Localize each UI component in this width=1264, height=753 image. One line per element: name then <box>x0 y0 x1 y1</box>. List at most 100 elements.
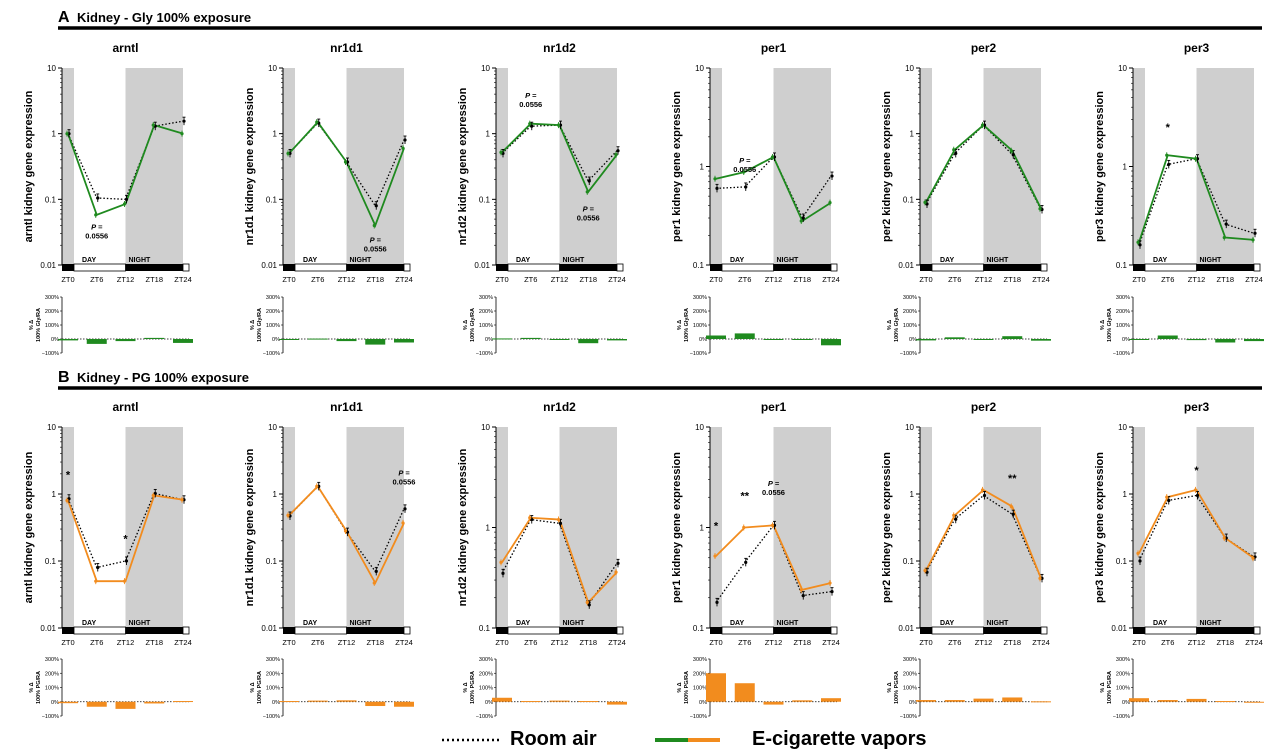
y-axis-label: per3 kidney gene expression <box>1094 452 1106 603</box>
light-bar-dark <box>283 264 295 271</box>
pct-tick-label: 300% <box>1116 295 1130 301</box>
y-tick-label: 0.1 <box>1116 557 1128 566</box>
pct-axis-label: % Δ100% Gly/RA <box>677 308 690 342</box>
point-vapors <box>614 152 618 157</box>
pct-tick-label: 300% <box>903 295 917 301</box>
pct-bar <box>1002 336 1023 339</box>
pct-tick-label: 0% <box>1122 337 1130 343</box>
significance-annotation: 0.0556 <box>762 488 785 497</box>
light-bar-end <box>830 263 838 272</box>
pct-bar <box>86 339 107 344</box>
significance-annotation: * <box>1166 122 1171 134</box>
pct-bar <box>1129 339 1149 340</box>
pct-bar <box>1244 339 1264 342</box>
pct-tick-label: 300% <box>693 657 707 663</box>
night-label: NIGHT <box>350 620 373 627</box>
light-bar-dark <box>62 627 74 634</box>
point-vapors <box>1193 157 1198 161</box>
light-bar-dark <box>710 627 722 634</box>
pct-tick-label: 100% <box>266 686 280 692</box>
light-bar-night <box>125 627 183 634</box>
day-label: DAY <box>303 257 317 264</box>
chart-b-nr1d1: nr1d1 10 1 0.1 0.01 nr1d1 kidney gene express… <box>244 400 415 720</box>
pct-bar <box>1129 698 1149 702</box>
significance-annotation: 0.0556 <box>393 477 416 486</box>
point-vapors <box>799 219 803 223</box>
y-axis-label: per3 kidney gene expression <box>1094 91 1106 242</box>
point-room-air <box>801 594 805 598</box>
light-bar-end <box>1253 626 1261 635</box>
pct-axis-label-line2: 100% PG/RA <box>257 671 263 704</box>
pct-bar <box>792 700 813 702</box>
pct-tick-label: −100% <box>263 714 280 720</box>
point-vapors <box>1136 551 1140 555</box>
x-tick-label: ZT18 <box>366 275 384 284</box>
significance-annotation: ** <box>1008 473 1017 485</box>
shade-night <box>1196 68 1254 265</box>
point-room-air <box>96 565 100 570</box>
day-label: DAY <box>940 257 954 264</box>
light-bar-night <box>346 627 404 634</box>
pct-tick-label: −100% <box>690 351 707 357</box>
y-tick-label: 0.01 <box>474 261 490 270</box>
light-bar-night <box>346 264 404 271</box>
point-room-air <box>1167 498 1171 503</box>
pct-axis-label-line1: % Δ <box>677 320 683 330</box>
chart-title: per3 <box>1184 400 1210 414</box>
point-room-air <box>530 124 534 128</box>
pct-tick-label: 200% <box>693 671 707 677</box>
y-tick-label: 1 <box>700 163 705 172</box>
significance-annotation: 0.0556 <box>85 231 108 240</box>
pct-axis-label-line1: % Δ <box>463 682 469 692</box>
x-tick-label: ZT12 <box>338 275 356 284</box>
light-bar-end <box>182 626 190 635</box>
significance-annotation: * <box>123 533 128 545</box>
night-label: NIGHT <box>777 620 800 627</box>
point-vapors <box>828 581 832 585</box>
chart-b-nr1d2: nr1d2 10 1 0.1 nr1d2 kidney gene expression D… <box>457 400 627 720</box>
point-room-air <box>1138 559 1142 563</box>
light-bar-end <box>830 626 838 635</box>
pct-tick-label: 200% <box>45 309 59 315</box>
pct-tick-label: 200% <box>266 309 280 315</box>
chart-title: nr1d1 <box>330 41 363 55</box>
pct-tick-label: 200% <box>1116 309 1130 315</box>
series-room-air-line <box>715 524 832 603</box>
point-vapors <box>556 123 561 127</box>
light-bar-end <box>182 263 190 272</box>
pct-bar <box>336 339 357 342</box>
pct-change-chart: 300% 200% 100% 0% −100% % Δ100% Gly/RA <box>1100 295 1264 357</box>
x-tick-label: ZT12 <box>551 275 569 284</box>
x-tick-label: ZT6 <box>948 275 961 284</box>
pct-bar <box>944 700 965 702</box>
point-vapors <box>122 202 127 206</box>
pct-tick-label: −100% <box>42 714 59 720</box>
point-vapors <box>315 484 319 488</box>
night-label: NIGHT <box>563 257 586 264</box>
pct-tick-label: 100% <box>693 323 707 329</box>
point-vapors <box>286 513 290 517</box>
pct-bar <box>173 701 193 703</box>
shade-night <box>125 68 183 265</box>
point-vapors <box>585 190 589 194</box>
pct-tick-label: −100% <box>1113 351 1130 357</box>
x-tick-label: ZT24 <box>395 638 413 647</box>
pct-bar <box>279 339 299 340</box>
pct-axis-label-line2: 100% Gly/RA <box>36 308 42 342</box>
point-room-air <box>1195 493 1200 498</box>
y-tick-label: 0.1 <box>693 261 705 270</box>
point-vapors <box>828 201 832 205</box>
pct-axis-label-line1: % Δ <box>1100 320 1106 330</box>
light-bar-day <box>507 626 560 635</box>
x-tick-label: ZT0 <box>709 638 722 647</box>
night-label: NIGHT <box>350 257 373 264</box>
y-tick-label: 10 <box>268 64 277 73</box>
light-bar-day <box>294 263 347 272</box>
point-vapors <box>713 554 717 558</box>
point-vapors <box>286 151 290 156</box>
light-bar-day <box>507 263 560 272</box>
y-tick-label: 1 <box>910 490 915 499</box>
pct-tick-label: 100% <box>903 686 917 692</box>
x-tick-label: ZT24 <box>1245 275 1263 284</box>
